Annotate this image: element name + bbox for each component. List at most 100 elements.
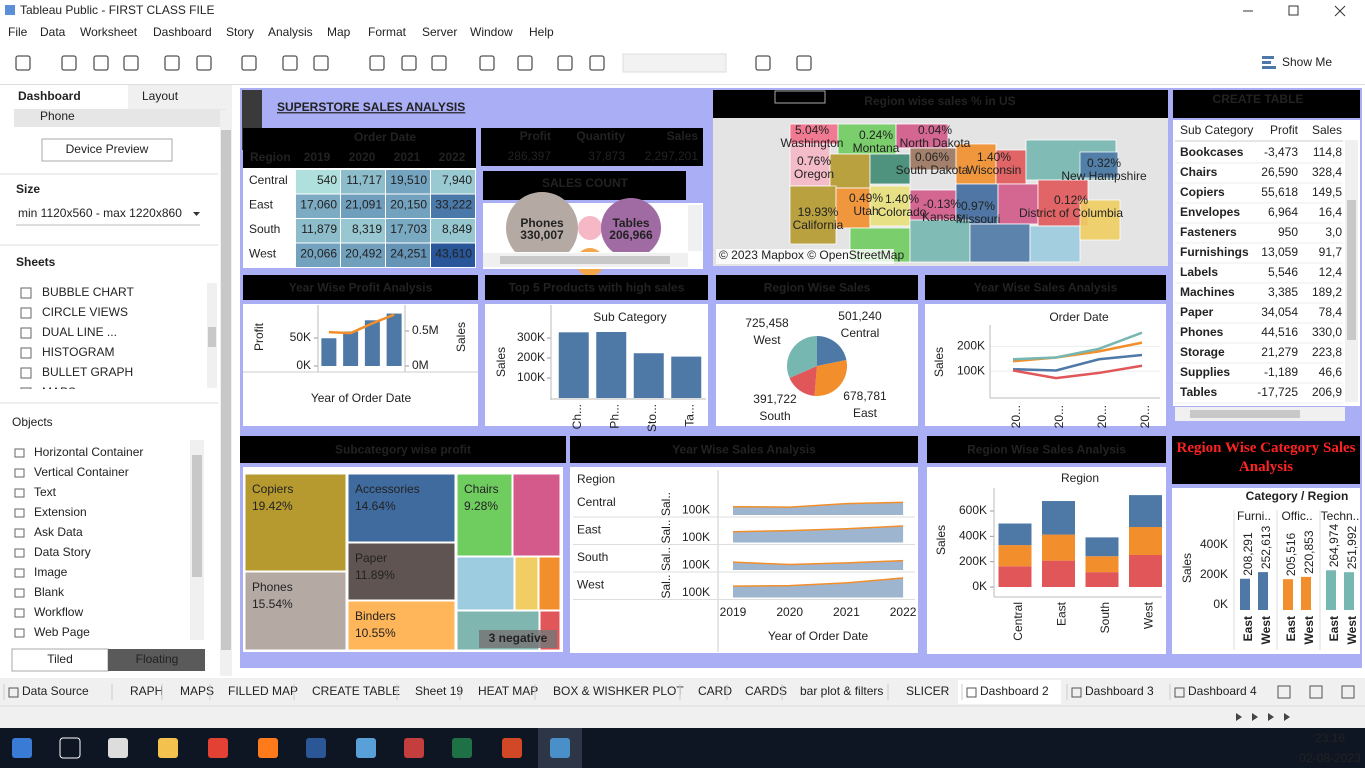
x-tick-label: West xyxy=(1142,601,1156,629)
menu-item[interactable]: Data xyxy=(40,25,66,39)
menu-item[interactable]: Window xyxy=(470,25,513,39)
sheet-item[interactable]: CIRCLE VIEWS xyxy=(42,305,128,319)
sidebar-tab[interactable]: Dashboard xyxy=(18,89,81,103)
taskbar-icon[interactable] xyxy=(108,738,128,758)
sheet-tab[interactable]: Dashboard 3 xyxy=(1085,684,1154,698)
toolbar-button[interactable] xyxy=(241,55,257,71)
object-item[interactable]: Image xyxy=(34,565,68,579)
toolbar-button[interactable] xyxy=(479,55,495,71)
toolbar-button[interactable] xyxy=(589,55,605,71)
cell-value: 26,590 xyxy=(1261,165,1298,179)
toolbar-button[interactable] xyxy=(755,55,771,71)
nav-button[interactable] xyxy=(1284,713,1290,721)
menu-item[interactable]: Map xyxy=(327,25,351,39)
sheet-tab[interactable]: Dashboard 2 xyxy=(980,684,1049,698)
sheet-tab[interactable]: HEAT MAP xyxy=(478,684,538,698)
bar-segment xyxy=(998,523,1032,546)
toolbar-button[interactable] xyxy=(369,55,385,71)
taskbar-icon[interactable] xyxy=(452,738,472,758)
sheet-tab[interactable]: bar plot & filters xyxy=(800,684,883,698)
taskbar-icon[interactable] xyxy=(356,738,376,758)
object-item[interactable]: Ask Data xyxy=(34,525,83,539)
new-sheet-button[interactable] xyxy=(1309,685,1323,699)
cell-value: 20,150 xyxy=(390,198,427,212)
toolbar-button[interactable] xyxy=(401,55,417,71)
restore-button[interactable] xyxy=(1288,5,1299,16)
taskbar-icon[interactable] xyxy=(502,738,522,758)
sheet-item[interactable]: DUAL LINE ... xyxy=(42,325,117,339)
taskbar-icon[interactable] xyxy=(208,738,228,758)
nav-button[interactable] xyxy=(1268,713,1274,721)
menu-item[interactable]: Story xyxy=(226,25,254,39)
toolbar-button[interactable] xyxy=(557,55,573,71)
toolbar-button[interactable] xyxy=(431,55,447,71)
toolbar-button[interactable] xyxy=(196,55,212,71)
data-label: 252,613 xyxy=(1259,525,1273,569)
object-item[interactable]: Blank xyxy=(34,585,65,599)
summary-box xyxy=(481,128,703,166)
cell-value: 20,492 xyxy=(345,247,382,261)
map-place: North Dakota xyxy=(900,136,971,150)
sheet-tab[interactable]: SLICER xyxy=(906,684,950,698)
map-region xyxy=(1029,225,1081,263)
sheet-item[interactable]: BUBBLE CHART xyxy=(42,285,134,299)
object-item[interactable]: Text xyxy=(34,485,57,499)
map-percent: 0.12% xyxy=(1054,193,1088,207)
sheet-tab[interactable]: Sheet 19 xyxy=(415,684,463,698)
size-dropdown[interactable]: min 1120x560 - max 1220x860 xyxy=(18,206,182,220)
treemap-tile xyxy=(244,473,347,572)
x-tick-label: Sto... xyxy=(645,404,659,432)
heat-cell xyxy=(296,243,340,267)
device-name: Phone xyxy=(40,109,75,123)
menu-item[interactable]: Help xyxy=(529,25,554,39)
object-item[interactable]: Workflow xyxy=(34,605,83,619)
panel-header xyxy=(485,275,708,300)
toolbar-button[interactable] xyxy=(123,55,139,71)
nav-button[interactable] xyxy=(1236,713,1242,721)
sheet-tab[interactable]: CARDS xyxy=(745,684,787,698)
taskbar-icon[interactable] xyxy=(258,738,278,758)
menu-item[interactable]: Server xyxy=(422,25,457,39)
nav-button[interactable] xyxy=(1252,713,1258,721)
device-preview-button[interactable] xyxy=(41,138,173,162)
object-item[interactable]: Extension xyxy=(34,505,87,519)
sheet-tab[interactable]: Dashboard 4 xyxy=(1188,684,1257,698)
toolbar-button[interactable] xyxy=(61,55,77,71)
taskbar-icon[interactable] xyxy=(404,738,424,758)
sheet-tab[interactable]: BOX & WISHKER PLOT xyxy=(553,684,684,698)
sheet-tab[interactable]: CREATE TABLE xyxy=(312,684,400,698)
taskbar-icon[interactable] xyxy=(59,737,81,759)
bar xyxy=(1301,576,1311,610)
sidebar-tab[interactable]: Layout xyxy=(142,89,179,103)
toolbar-button[interactable] xyxy=(517,55,533,71)
sheet-item[interactable]: BULLET GRAPH xyxy=(42,365,133,379)
sheet-tab[interactable]: CARD xyxy=(698,684,732,698)
sheet-tab[interactable]: RAPH xyxy=(130,684,163,698)
object-item[interactable]: Horizontal Container xyxy=(34,445,143,459)
toolbar-button[interactable] xyxy=(93,55,109,71)
sheet-tab[interactable]: MAPS xyxy=(180,684,214,698)
sheet-item[interactable]: HISTOGRAM xyxy=(42,345,114,359)
object-item[interactable]: Data Story xyxy=(34,545,91,559)
sheet-tab[interactable]: Data Source xyxy=(22,684,89,698)
sheet-tab[interactable]: FILLED MAP xyxy=(228,684,298,698)
taskbar-icon[interactable] xyxy=(306,738,326,758)
menu-item[interactable]: Analysis xyxy=(268,25,313,39)
menu-item[interactable]: File xyxy=(8,25,28,39)
object-item[interactable]: Web Page xyxy=(34,625,90,639)
new-sheet-button[interactable] xyxy=(1277,685,1291,699)
menu-item[interactable]: Worksheet xyxy=(80,25,138,39)
toolbar-button[interactable] xyxy=(313,55,329,71)
object-item[interactable]: Vertical Container xyxy=(34,465,129,479)
toolbar-button[interactable] xyxy=(282,55,298,71)
new-sheet-button[interactable] xyxy=(1341,685,1355,699)
menu-item[interactable]: Dashboard xyxy=(153,25,212,39)
menu-item[interactable]: Format xyxy=(368,25,407,39)
show-me-button[interactable]: Show Me xyxy=(1282,55,1332,69)
floating-button[interactable] xyxy=(108,649,205,671)
toolbar-button[interactable] xyxy=(164,55,180,71)
taskbar-icon[interactable] xyxy=(12,738,32,758)
taskbar-icon[interactable] xyxy=(158,738,178,758)
toolbar-button[interactable] xyxy=(15,55,31,71)
toolbar-button[interactable] xyxy=(796,55,812,71)
